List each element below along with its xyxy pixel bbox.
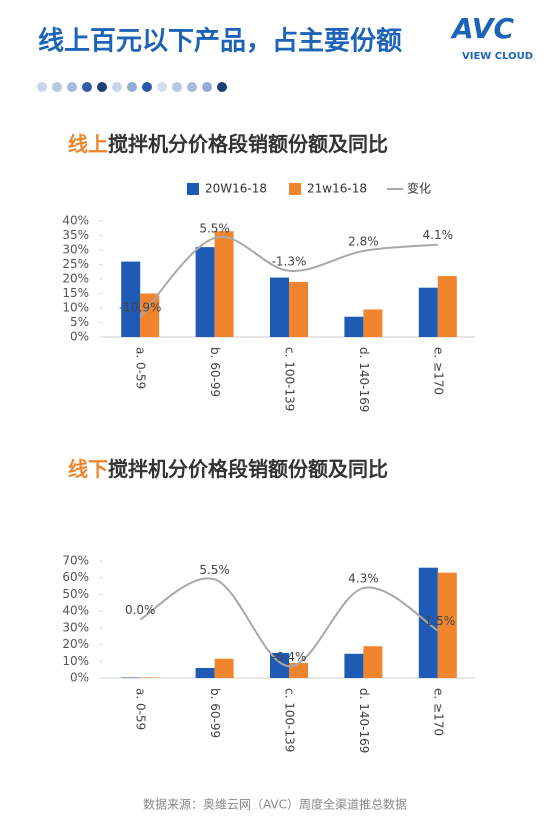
x-tick-label: a. 0-59 [134,688,148,730]
logo-sub: VIEW CLOUD [462,51,533,62]
x-tick-label: d. 140-169 [357,347,371,412]
y-tick-label: 15% [62,286,89,300]
x-tick-label: e. ≥170 [431,347,445,395]
legend-label: 变化 [407,181,431,196]
data-label: 4.3% [348,572,379,586]
logo: AVC [450,12,514,45]
legend-swatch [289,183,302,195]
chart-title-main: 搅拌机分价格段销额份额及同比 [108,457,388,481]
y-tick-label: 50% [62,587,89,601]
change-line [139,577,439,668]
chart-title: 线上搅拌机分价格段销额份额及同比 [68,132,388,156]
bar [437,572,457,678]
bar [289,662,308,678]
chart-title-lead: 线下 [68,457,108,481]
bar [140,677,160,678]
chart-title: 线下搅拌机分价格段销额份额及同比 [68,457,388,481]
y-tick-label: 40% [62,604,89,618]
decor-dots [37,82,227,92]
y-tick-label: 60% [62,570,89,584]
data-label: -1.5% [420,614,455,628]
y-tick-label: 30% [62,243,89,257]
bar [140,293,160,337]
data-label: -1.3% [272,254,307,268]
bar [289,281,308,337]
y-tick-label: 5% [70,315,89,329]
footer-source: 数据来源：奥维云网（AVC）周度全渠道推总数据 [143,797,407,812]
bar [195,667,215,678]
bar [418,287,438,337]
x-tick-label: a. 0-59 [134,347,148,389]
bar [195,247,215,337]
chart-title-lead: 线上 [68,132,108,156]
y-tick-label: 20% [62,272,89,286]
y-tick-label: 10% [62,301,89,315]
y-tick-label: 30% [62,620,89,634]
y-tick-label: 40% [62,214,89,228]
legend-label: 20W16-18 [205,182,267,196]
y-tick-label: 10% [62,654,89,668]
x-tick-label: d. 140-169 [357,688,371,753]
bar [363,646,383,678]
bar [437,276,457,337]
x-tick-label: c. 100-139 [283,347,297,411]
x-tick-label: e. ≥170 [431,688,445,736]
y-tick-label: 25% [62,257,89,271]
bar [214,231,234,337]
page-title: 线上百元以下产品，占主要份额 [38,27,402,57]
data-label: 2.8% [348,234,379,248]
y-tick-label: 70% [62,554,89,568]
bar [363,309,383,337]
x-tick-label: b. 60-99 [208,347,222,397]
data-label: -6.4% [272,650,307,664]
data-label: 5.5% [199,563,230,577]
change-line [139,235,438,318]
bar [214,658,234,678]
y-tick-label: 0% [70,330,89,344]
chart-title-main: 搅拌机分价格段销额份额及同比 [108,132,388,156]
x-tick-label: c. 100-139 [283,688,297,752]
data-label: 5.5% [199,221,230,235]
data-label: 0.0% [125,603,156,617]
data-label: 4.1% [423,228,454,242]
bar [344,653,364,678]
bar [121,677,141,678]
bar [270,277,289,337]
y-tick-label: 0% [70,671,89,685]
legend-swatch [187,183,199,195]
x-tick-label: b. 60-99 [208,688,222,738]
bar [121,261,141,337]
legend-label: 21w16-18 [307,182,367,196]
y-tick-label: 20% [62,637,89,651]
data-label: -10.9% [119,301,161,315]
bar [344,316,364,337]
y-tick-label: 35% [62,228,89,242]
